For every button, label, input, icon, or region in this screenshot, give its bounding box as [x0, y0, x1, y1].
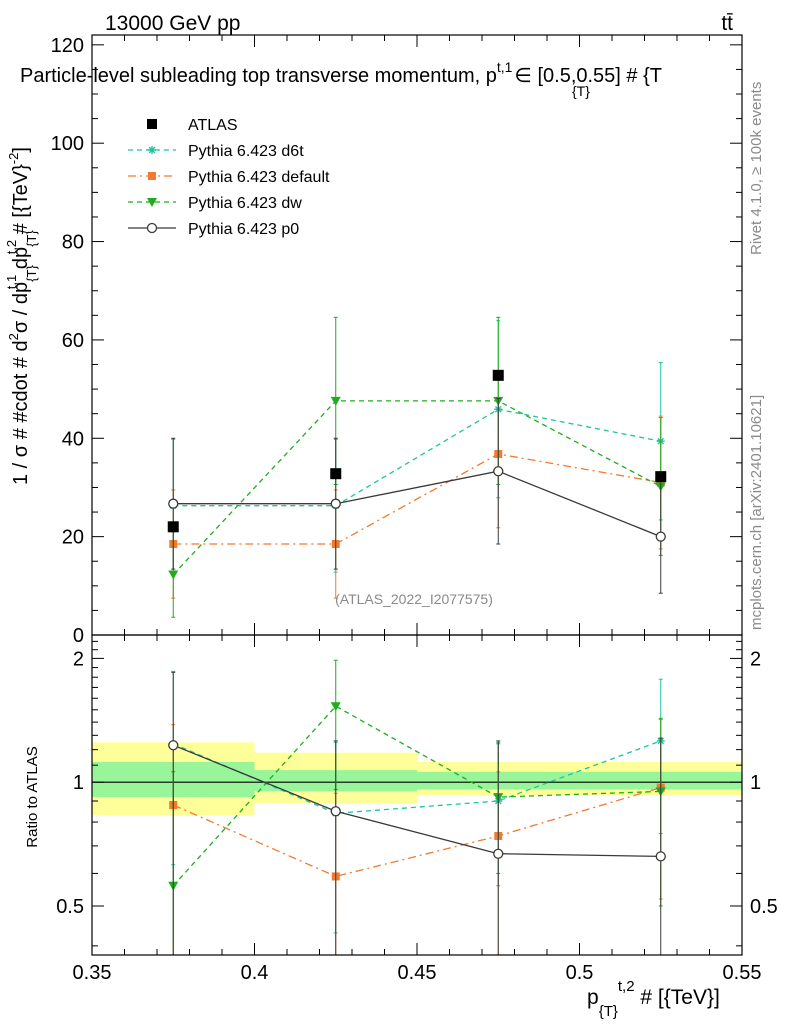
main-series-pythia-6-423-p0 [168, 397, 666, 594]
x-tick-label: 0.35 [73, 962, 112, 984]
ratio-data-point [493, 848, 504, 859]
mcplots-label: mcplots.cern.ch [arXiv:2401.10621] [748, 395, 765, 630]
main-series-pythia-6-423-default [169, 379, 665, 599]
ratio-y-tick-label-left: 2 [73, 648, 84, 670]
main-series-atlas [167, 369, 667, 533]
main-series-line [172, 400, 662, 575]
ratio-series-line [173, 740, 661, 814]
legend-marker [146, 222, 158, 234]
main-data-point [330, 396, 341, 406]
legend-marker [147, 198, 157, 207]
ratio-series-line [172, 705, 661, 887]
legend-item: Pythia 6.423 d6t [128, 143, 304, 160]
main-data-point [330, 468, 342, 480]
ratio-data-point [330, 702, 341, 712]
legend-item: ATLAS [147, 117, 238, 134]
x-tick-label: 0.55 [723, 962, 762, 984]
main-y-tick-label: 100 [51, 133, 84, 155]
ratio-y-tick-label-right: 1 [750, 772, 761, 794]
ratio-y-axis-label: Ratio to ATLAS [24, 746, 41, 847]
legend-item: Pythia 6.423 p0 [128, 221, 299, 238]
legend-label: Pythia 6.423 d6t [188, 143, 304, 160]
main-data-point [168, 570, 179, 580]
energy-label: 13000 GeV pp [105, 12, 240, 35]
plot-title: Particle-level subleading top transverse… [20, 59, 662, 87]
main-y-tick-label: 20 [62, 527, 84, 549]
main-y-tick-label: 40 [62, 428, 84, 450]
legend-label: Pythia 6.423 p0 [188, 221, 299, 238]
plot-title-sub: {T} [572, 83, 590, 99]
main-data-point [492, 369, 504, 381]
main-data-point [655, 531, 666, 542]
main-y-axis-label: 1 / σ # #cdot # d2σ / dp{T}t,1 dp{T}t,2 … [4, 147, 39, 485]
main-data-point [655, 471, 667, 483]
plot-title-range: ∈ [0.5,0.55] # {T [514, 65, 662, 87]
ratio-y-tick-label-left: 0.5 [56, 896, 84, 918]
main-data-point [168, 498, 179, 509]
legend-marker [147, 119, 157, 129]
x-tick-label: 0.45 [398, 962, 437, 984]
main-data-point [493, 466, 504, 477]
main-data-point [330, 498, 341, 509]
plot-title-main: Particle-level subleading top transverse… [20, 65, 497, 87]
legend-label: Pythia 6.423 dw [188, 195, 302, 212]
ratio-data-point [168, 740, 179, 751]
ratio-series-line [173, 744, 661, 858]
ratio-panel: 0.5 0.5 1 1 2 2 0.35 0.4 0.45 0.5 0.55 [56, 634, 778, 984]
x-axis-label: p{T}t,2 # [{TeV}] [587, 978, 720, 1020]
legend-item: Pythia 6.423 default [128, 169, 330, 186]
main-y-tick-label: 60 [62, 330, 84, 352]
analysis-watermark: (ATLAS_2022_I2077575) [335, 591, 493, 607]
ratio-y-tick-label-left: 1 [73, 772, 84, 794]
legend-item: Pythia 6.423 dw [128, 195, 302, 212]
ratio-data-point [330, 806, 341, 817]
x-tick-label: 0.5 [566, 962, 594, 984]
main-series-pythia-6-423-dw [168, 316, 666, 618]
rivet-version-label: Rivet 4.1.0, ≥ 100k events [748, 82, 765, 255]
legend-label: Pythia 6.423 default [188, 169, 330, 186]
main-series-line [173, 470, 661, 538]
main-series-line [173, 453, 661, 545]
ratio-y-tick-label-right: 2 [750, 648, 761, 670]
main-y-tick-label: 120 [51, 35, 84, 57]
x-tick-label: 0.4 [241, 962, 269, 984]
main-series-pythia-6-423-d6t [169, 320, 665, 573]
ratio-y-tick-label-right: 0.5 [750, 896, 778, 918]
main-series-line [173, 408, 661, 507]
main-panel: 0 20 40 60 80 100 120 (ATLAS_2022_I2077575) [51, 34, 743, 647]
legend: ATLAS Pythia 6.423 d6t Pythia 6.423 defaul… [128, 117, 330, 238]
process-label: tt̄ [721, 12, 733, 35]
main-y-tick-label: 80 [62, 232, 84, 254]
main-y-tick-label: 0 [73, 625, 84, 647]
legend-marker [148, 146, 156, 154]
main-data-point [167, 521, 179, 533]
ratio-data-point [655, 851, 666, 862]
ratio-series-pythia-6-423-p0 [168, 671, 666, 955]
legend-label: ATLAS [188, 117, 238, 134]
legend-marker [148, 172, 156, 180]
plot-title-sup: t,1 [497, 59, 513, 75]
